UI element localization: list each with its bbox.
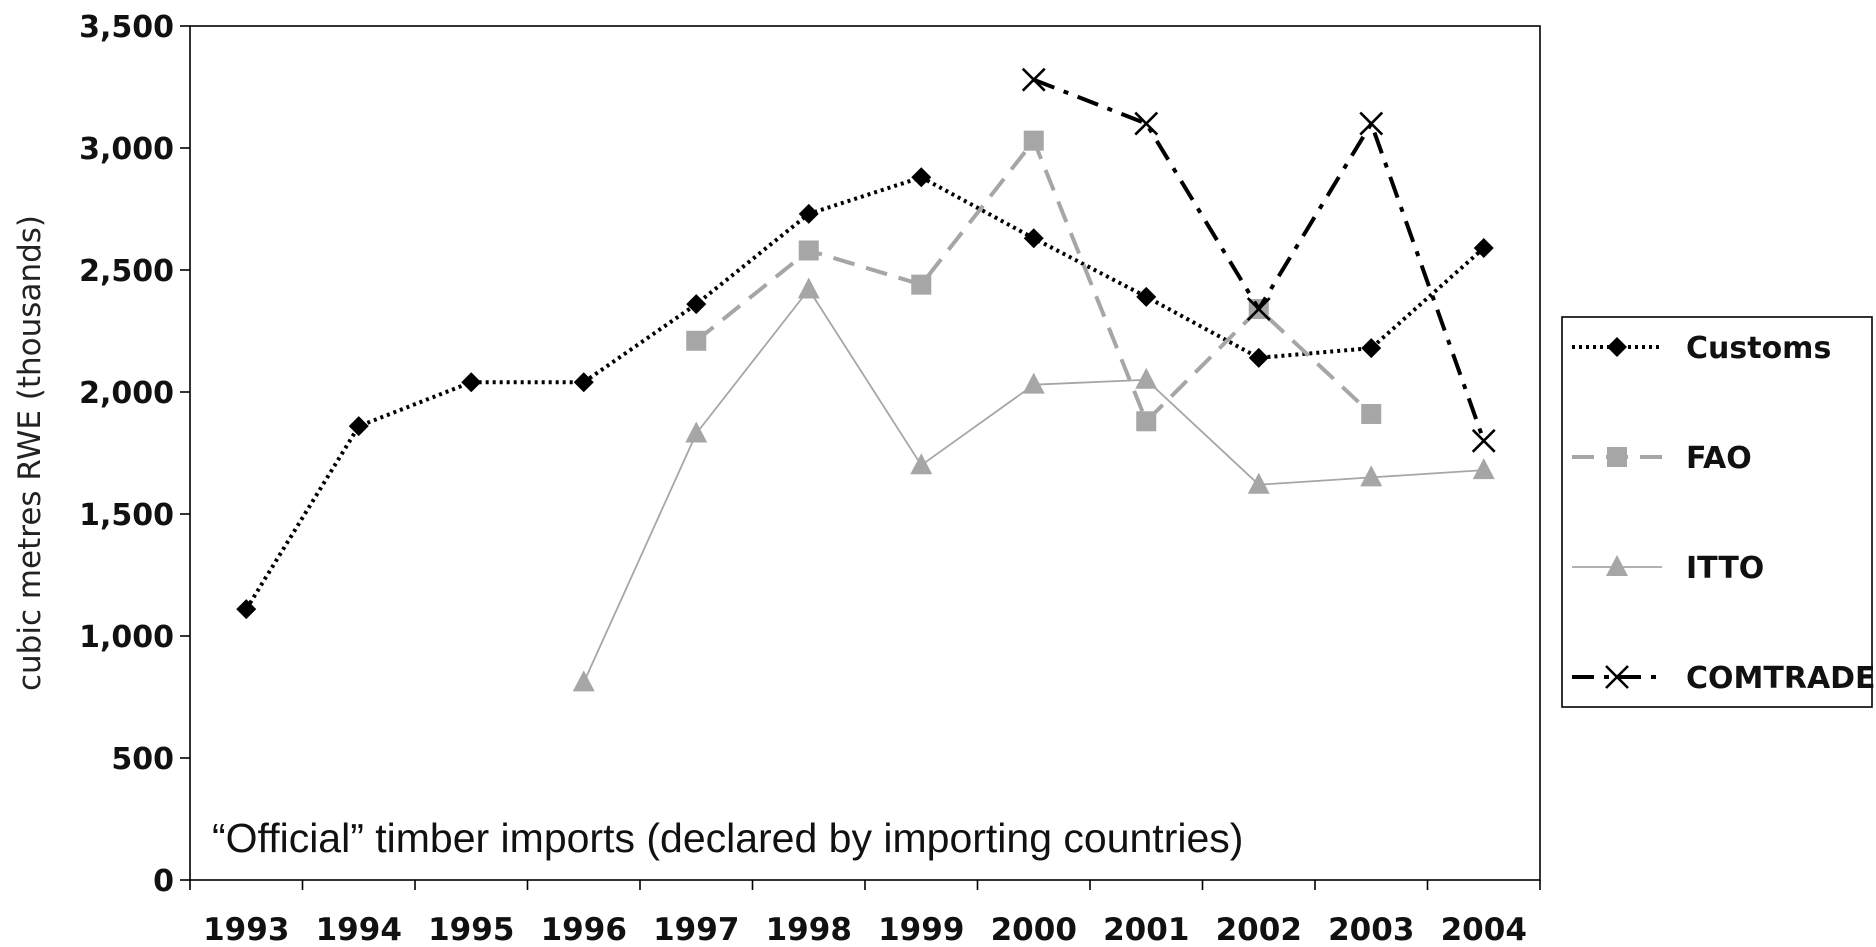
- y-axis-title: cubic metres RWE (thousands): [12, 215, 48, 691]
- x-tick-label: 1994: [316, 912, 402, 947]
- data-point-comtrade-x-marker: [1021, 67, 1046, 92]
- series-comtrade: [1021, 67, 1496, 453]
- data-point-customs-diamond-marker: [911, 167, 932, 188]
- y-tick-label: 500: [111, 742, 174, 777]
- data-point-customs-diamond-marker: [461, 372, 482, 393]
- legend-label-customs: Customs: [1686, 331, 1831, 366]
- x-tick-label: 2000: [991, 912, 1077, 947]
- x-tick-label: 1998: [766, 912, 852, 947]
- series-itto: [572, 277, 1495, 692]
- data-point-itto-triangle-marker: [1247, 472, 1270, 494]
- legend: Customs FAO ITTO COMTRADE: [1561, 316, 1876, 708]
- data-point-fao-square-marker: [1361, 403, 1382, 424]
- data-point-fao-square-marker: [911, 274, 932, 295]
- data-point-customs-diamond-marker: [1473, 238, 1494, 259]
- data-point-itto-triangle-marker: [1135, 367, 1158, 389]
- x-tick-label: 1999: [878, 912, 964, 947]
- legend-customs-diamond-marker: [1607, 337, 1627, 357]
- legend-label-fao: FAO: [1686, 441, 1752, 476]
- data-point-customs-diamond-marker: [686, 294, 707, 315]
- legend-label-itto: ITTO: [1686, 551, 1764, 586]
- chart-annotation: “Official” timber imports (declared by i…: [212, 815, 1243, 861]
- data-point-itto-triangle-marker: [572, 670, 595, 692]
- data-point-customs-diamond-marker: [1023, 228, 1044, 249]
- legend-comtrade-x-marker: [1605, 665, 1629, 689]
- y-tick-label: 1,500: [79, 498, 174, 533]
- y-tick-label: 1,000: [79, 620, 174, 655]
- data-point-itto-triangle-marker: [797, 277, 820, 299]
- x-tick-label: 2001: [1103, 912, 1189, 947]
- data-point-fao-square-marker: [1136, 411, 1157, 432]
- y-tick-label: 2,000: [79, 376, 174, 411]
- data-point-comtrade-x-marker: [1359, 111, 1384, 136]
- data-point-customs-diamond-marker: [348, 416, 369, 437]
- x-tick-label: 2004: [1441, 912, 1527, 947]
- data-point-itto-triangle-marker: [685, 421, 708, 443]
- x-tick-label: 2003: [1328, 912, 1414, 947]
- data-point-customs-diamond-marker: [798, 203, 819, 224]
- data-point-itto-triangle-marker: [910, 453, 933, 475]
- y-axis: 0 500 1,000 1,500 2,000 2,500 3,000 3,500: [79, 10, 190, 899]
- x-tick-label: 1996: [541, 912, 627, 947]
- series-customs: [236, 167, 1494, 620]
- data-point-fao-square-marker: [798, 240, 819, 261]
- x-tick-label: 2002: [1216, 912, 1302, 947]
- data-point-customs-diamond-marker: [1248, 347, 1269, 368]
- data-point-fao-square-marker: [686, 330, 707, 351]
- data-point-customs-diamond-marker: [1361, 338, 1382, 359]
- plot-frame: [189, 25, 1541, 881]
- legend-label-comtrade: COMTRADE: [1686, 661, 1876, 696]
- legend-box: [1561, 316, 1873, 708]
- data-point-customs-diamond-marker: [1136, 286, 1157, 307]
- x-tick-label: 1997: [653, 912, 739, 947]
- data-point-customs-diamond-marker: [573, 372, 594, 393]
- y-tick-label: 2,500: [79, 254, 174, 289]
- data-point-comtrade-x-marker: [1471, 428, 1496, 453]
- data-point-itto-triangle-marker: [1022, 372, 1045, 394]
- data-point-comtrade-x-marker: [1134, 111, 1159, 136]
- x-tick-label: 1995: [428, 912, 514, 947]
- series-line-customs: [244, 175, 1486, 611]
- data-point-customs-diamond-marker: [236, 599, 257, 620]
- legend-itto-triangle-marker: [1606, 555, 1628, 576]
- data-point-comtrade-x-marker: [1246, 297, 1271, 321]
- y-tick-label: 3,000: [79, 132, 174, 167]
- y-tick-label: 3,500: [79, 10, 174, 45]
- x-tick-label: 1993: [203, 912, 289, 947]
- data-point-itto-triangle-marker: [1360, 465, 1383, 487]
- series-layer: [236, 67, 1496, 692]
- data-point-fao-square-marker: [1023, 130, 1044, 151]
- y-tick-label: 0: [153, 864, 174, 899]
- data-point-itto-triangle-marker: [1472, 458, 1495, 480]
- plot-area: [189, 25, 1541, 881]
- x-axis: 1993 1994 1995 1996 1997 1998 1999 2000 2001 2002…: [189, 880, 1541, 947]
- legend-fao-square-marker: [1607, 447, 1627, 467]
